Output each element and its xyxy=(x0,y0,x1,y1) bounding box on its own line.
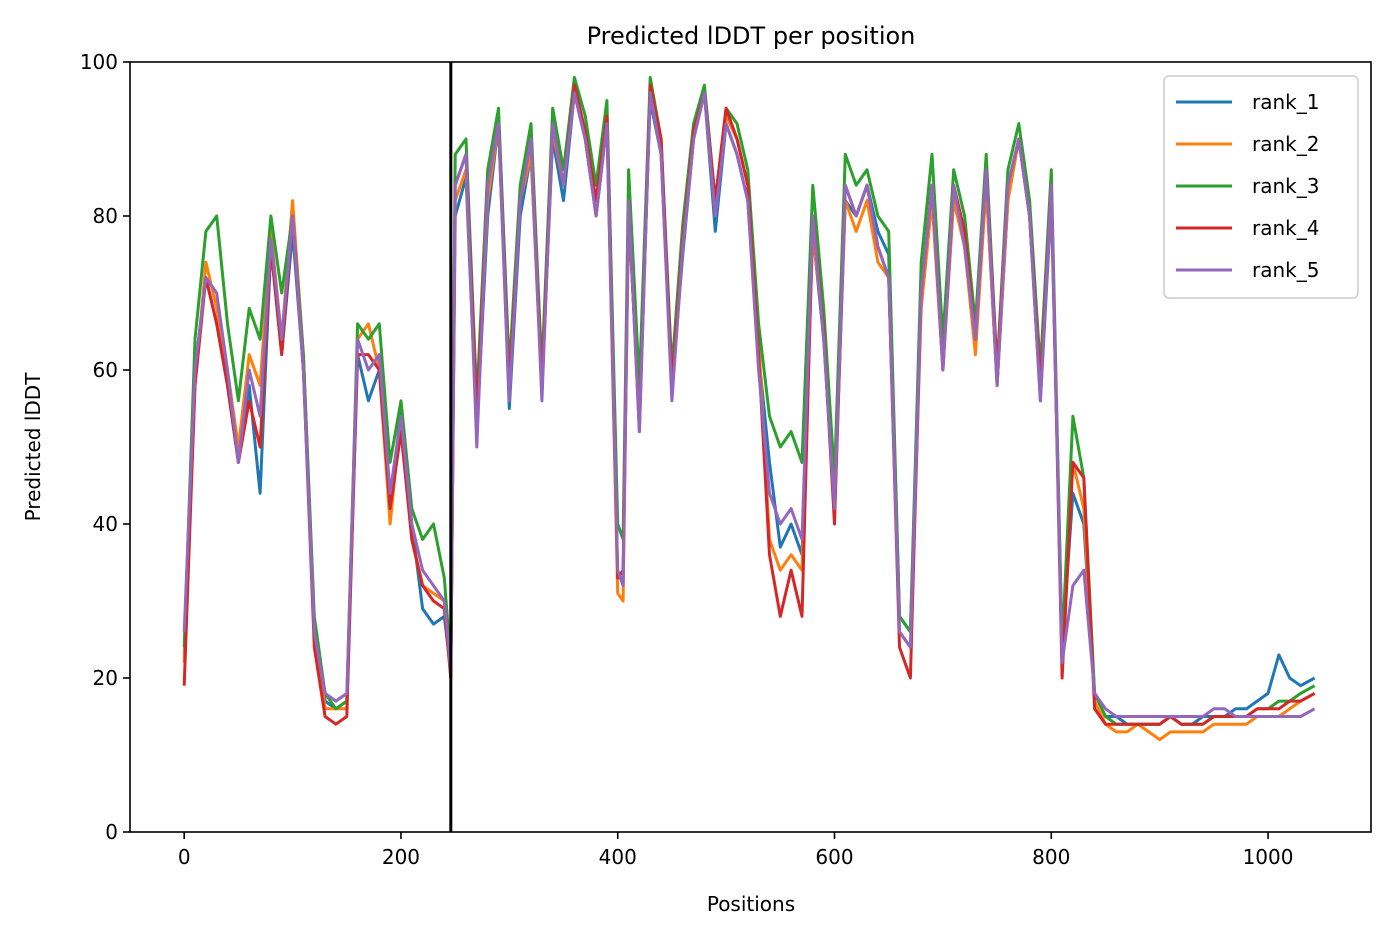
series-line-rank_4 xyxy=(182,83,1316,726)
y-axis-title: Predicted lDDT xyxy=(21,372,45,522)
x-tick-label: 200 xyxy=(382,845,420,869)
x-axis-title: Positions xyxy=(707,892,795,916)
x-tick-label: 400 xyxy=(599,845,637,869)
legend-label-rank_3: rank_3 xyxy=(1252,174,1319,198)
series-line-rank_5 xyxy=(182,91,1316,718)
x-tick-label: 800 xyxy=(1032,845,1070,869)
series-line-rank_3 xyxy=(182,75,1316,726)
y-tick-label: 80 xyxy=(93,204,118,228)
x-tick-label: 1000 xyxy=(1243,845,1294,869)
x-tick-label: 600 xyxy=(815,845,853,869)
y-tick-label: 40 xyxy=(93,512,118,536)
plot-frame xyxy=(129,61,1372,833)
y-tick-label: 100 xyxy=(80,50,118,74)
legend-label-rank_5: rank_5 xyxy=(1252,258,1319,282)
y-tick-label: 60 xyxy=(93,358,118,382)
y-tick-label: 20 xyxy=(93,666,118,690)
legend-box xyxy=(1163,75,1359,299)
legend-label-rank_1: rank_1 xyxy=(1252,90,1319,114)
legend-label-rank_4: rank_4 xyxy=(1252,216,1319,240)
y-tick-label: 0 xyxy=(105,820,118,844)
legend-label-rank_2: rank_2 xyxy=(1252,132,1319,156)
x-tick-label: 0 xyxy=(178,845,191,869)
chart-title: Predicted lDDT per position xyxy=(587,22,916,50)
